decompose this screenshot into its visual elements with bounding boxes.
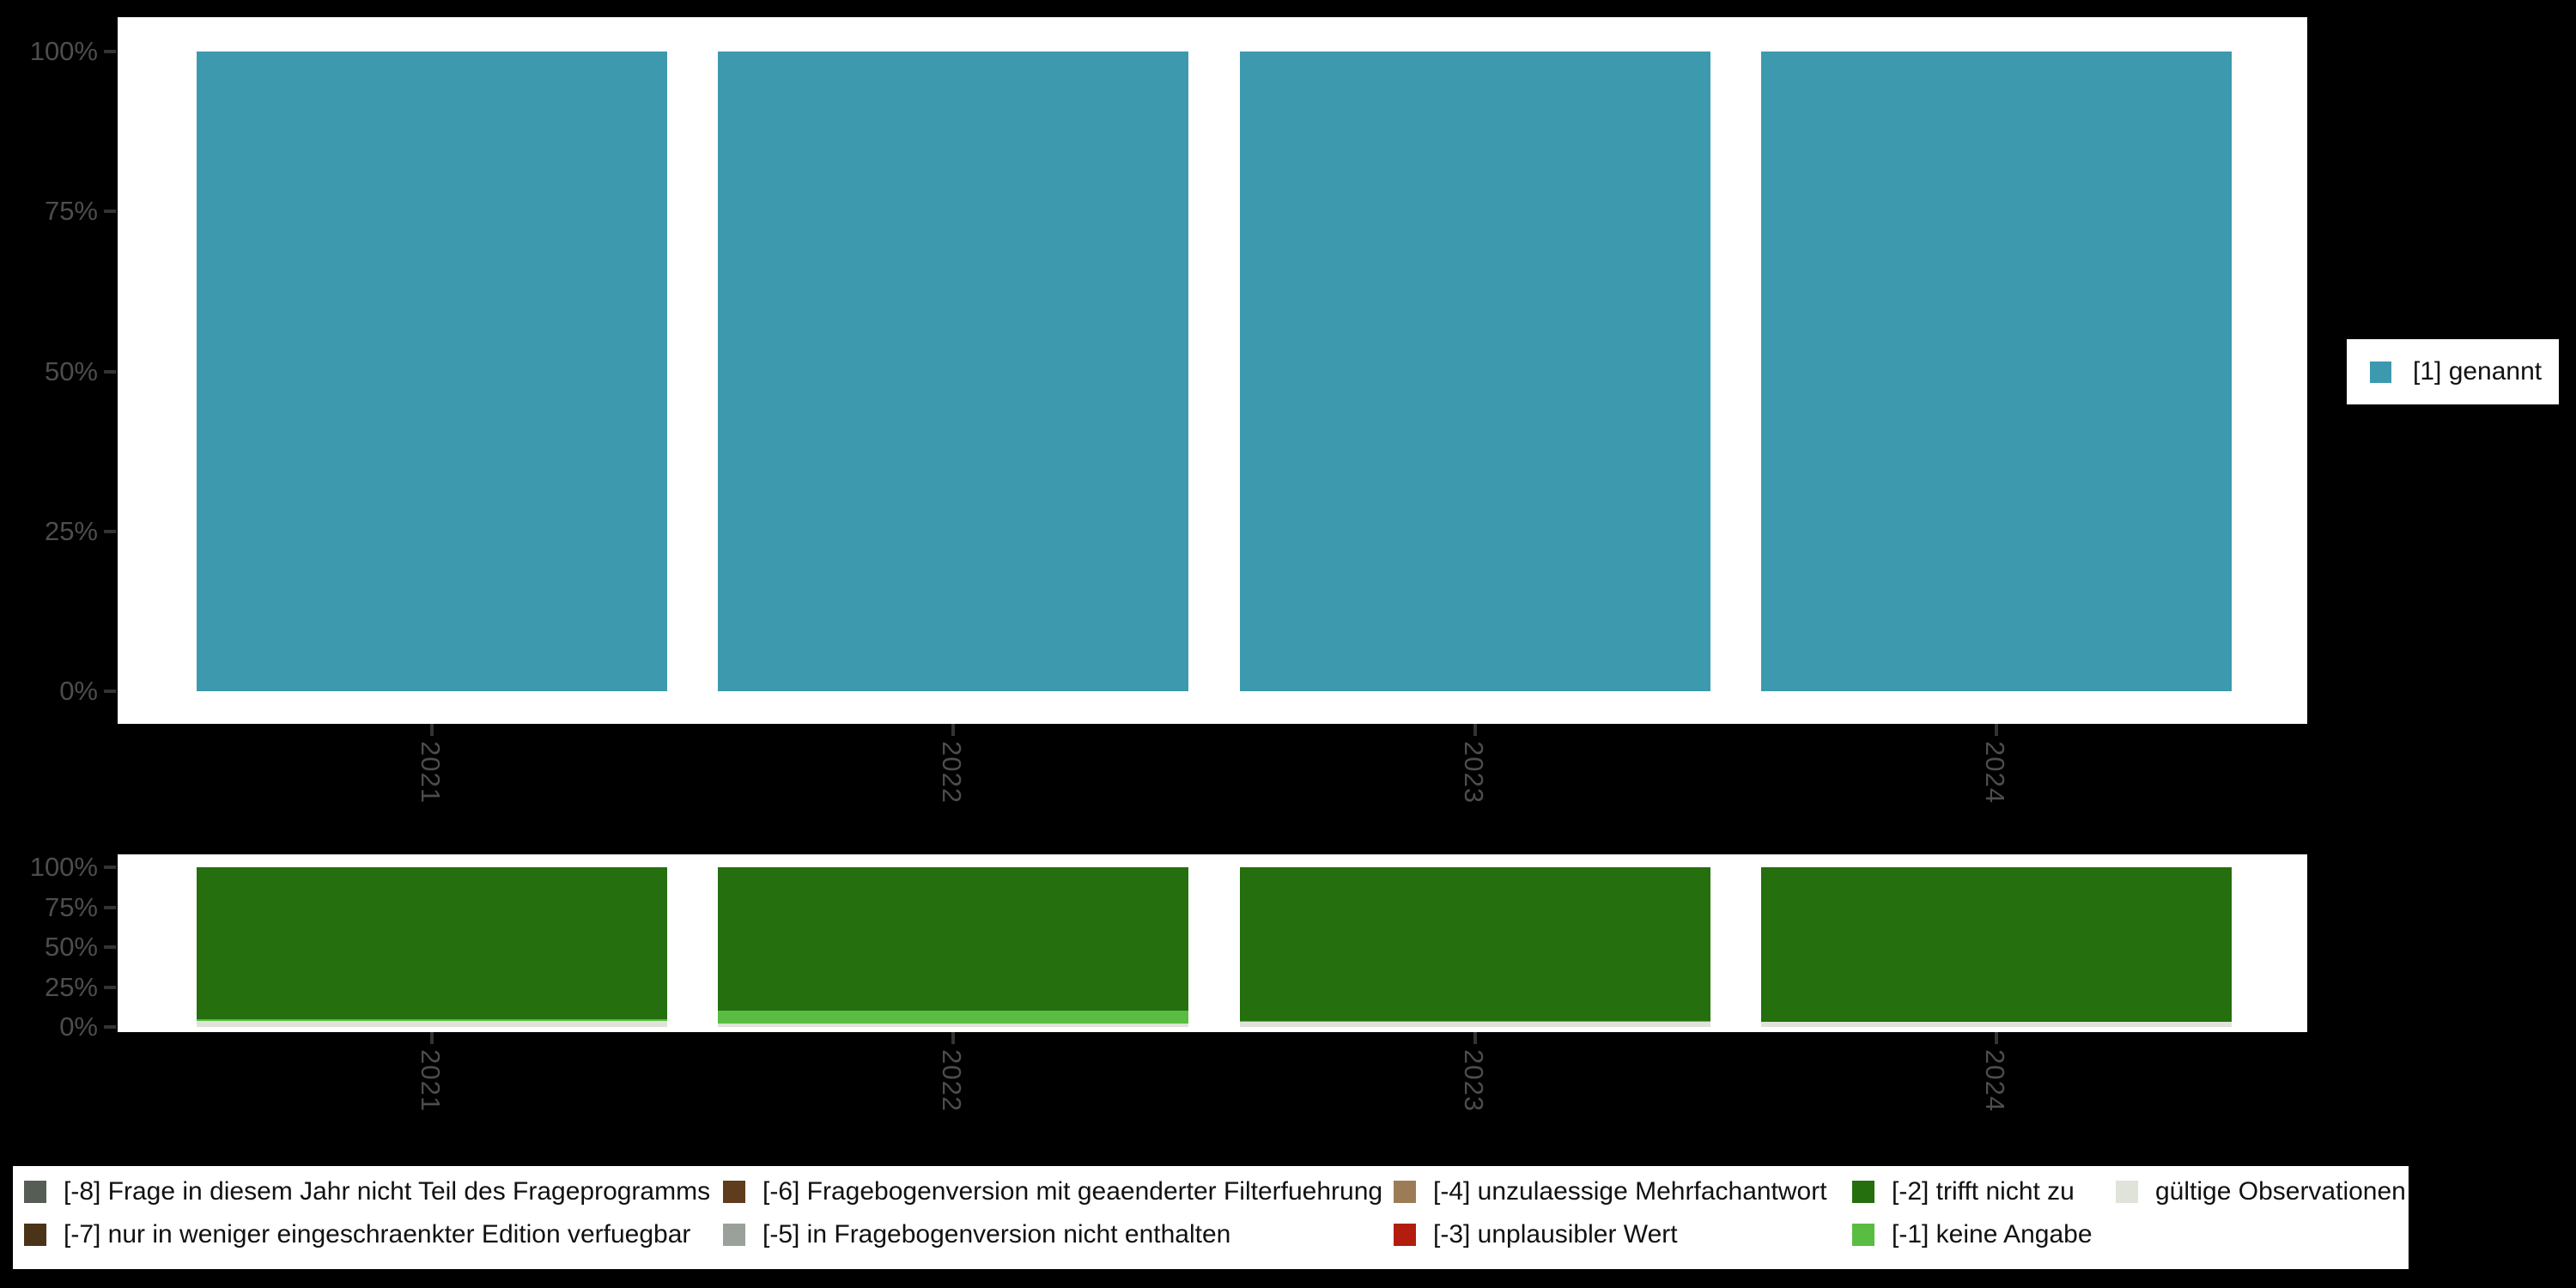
legend-label-minus1: [-1] keine Angabe — [1892, 1220, 2093, 1249]
legend-entry-minus7: [-7] nur in weniger eingeschraenkter Edi… — [24, 1220, 691, 1249]
legend-label-minus4: [-4] unzulaessige Mehrfachantwort — [1433, 1177, 1827, 1206]
x-tick-mark — [1995, 724, 1998, 736]
bar-2024 — [1761, 52, 2232, 691]
legend-label-valid: gültige Observationen — [2155, 1177, 2406, 1206]
segment-2023-s1 — [1240, 1020, 1710, 1023]
segment-2022-s1 — [718, 1011, 1188, 1024]
segment-2024-s2 — [1761, 867, 2232, 1023]
legend-swatch-minus5 — [723, 1224, 745, 1246]
legend-entry-minus2: [-2] trifft nicht zu — [1852, 1177, 2075, 1206]
x-tick-mark — [1473, 724, 1477, 736]
y-tick-mark — [104, 1025, 116, 1029]
y-tick-label-75: 75% — [44, 891, 98, 922]
bar-2024 — [1761, 867, 2232, 1027]
legend-swatch-minus8 — [24, 1181, 46, 1203]
x-tick-label-2021: 2021 — [416, 741, 446, 804]
x-tick-label-2024: 2024 — [1980, 741, 2010, 804]
segment-2021-s1 — [197, 1018, 667, 1021]
x-tick-label-2022: 2022 — [937, 1049, 967, 1112]
y-tick-mark — [104, 905, 116, 909]
segment-2022-s0 — [718, 1024, 1188, 1027]
legend-swatch-minus1 — [1852, 1224, 1874, 1246]
legend-label-minus3: [-3] unplausibler Wert — [1433, 1220, 1678, 1249]
segment-2023-s0 — [1240, 52, 1710, 691]
y-tick-label-0: 0% — [59, 1012, 98, 1042]
legend-swatch-minus3 — [1394, 1224, 1416, 1246]
bar-2022 — [718, 52, 1188, 691]
legend-swatch-minus2 — [1852, 1181, 1874, 1203]
y-tick-mark — [104, 985, 116, 989]
segment-2021-s2 — [197, 867, 667, 1019]
legend-label-minus5: [-5] in Fragebogenversion nicht enthalte… — [762, 1220, 1231, 1249]
legend-entry-minus1: [-1] keine Angabe — [1852, 1220, 2093, 1249]
x-tick-label-2021: 2021 — [416, 1049, 446, 1112]
x-tick-label-2022: 2022 — [937, 741, 967, 804]
legend-label-minus7: [-7] nur in weniger eingeschraenkter Edi… — [64, 1220, 691, 1249]
legend-entry-valid: gültige Observationen — [2116, 1177, 2406, 1206]
x-tick-label-2023: 2023 — [1459, 1049, 1489, 1112]
y-tick-mark — [104, 210, 116, 214]
legend-entry-minus4: [-4] unzulaessige Mehrfachantwort — [1394, 1177, 1827, 1206]
segment-2024-s0 — [1761, 1022, 2232, 1027]
y-tick-label-50: 50% — [44, 355, 98, 386]
y-tick-label-50: 50% — [44, 932, 98, 962]
values-chart-panel — [118, 17, 2307, 724]
y-tick-label-100: 100% — [29, 852, 98, 882]
x-tick-mark — [951, 724, 955, 736]
legend-entry-minus3: [-3] unplausibler Wert — [1394, 1220, 1678, 1249]
bar-2023 — [1240, 867, 1710, 1027]
legend-label-minus6: [-6] Fragebogenversion mit geaenderter F… — [762, 1177, 1383, 1206]
x-tick-mark — [951, 1032, 955, 1044]
y-tick-label-100: 100% — [29, 36, 98, 66]
y-tick-label-75: 75% — [44, 196, 98, 227]
segment-2021-s0 — [197, 1020, 667, 1027]
x-tick-label-2024: 2024 — [1980, 1049, 2010, 1112]
bar-2021 — [197, 867, 667, 1027]
segment-2022-s0 — [718, 52, 1188, 691]
legend-swatch-minus4 — [1394, 1181, 1416, 1203]
legend-swatch-valid — [2116, 1181, 2138, 1203]
legend-swatch-minus6 — [723, 1181, 745, 1203]
segment-2022-s2 — [718, 867, 1188, 1012]
legend-entry-minus8: [-8] Frage in diesem Jahr nicht Teil des… — [24, 1177, 711, 1206]
missings-legend: [-8] Frage in diesem Jahr nicht Teil des… — [13, 1166, 2409, 1269]
x-tick-mark — [1995, 1032, 1998, 1044]
segment-2024-s0 — [1761, 52, 2232, 691]
legend-label-minus2: [-2] trifft nicht zu — [1892, 1177, 2075, 1206]
x-tick-label-2023: 2023 — [1459, 741, 1489, 804]
x-tick-mark — [430, 724, 434, 736]
y-tick-mark — [104, 529, 116, 533]
segment-2023-s2 — [1240, 867, 1710, 1021]
y-tick-mark — [104, 690, 116, 693]
legend-swatch-genannt — [2370, 361, 2391, 383]
y-tick-mark — [104, 945, 116, 949]
y-tick-label-25: 25% — [44, 971, 98, 1002]
missings-chart-panel — [118, 854, 2307, 1032]
x-tick-mark — [430, 1032, 434, 1044]
y-tick-mark — [104, 50, 116, 53]
legend-swatch-minus7 — [24, 1224, 46, 1246]
legend-label-minus8: [-8] Frage in diesem Jahr nicht Teil des… — [64, 1177, 711, 1206]
legend-label-genannt: [1] genannt — [2413, 357, 2543, 386]
bar-2021 — [197, 52, 667, 691]
y-tick-mark — [104, 866, 116, 869]
bar-2022 — [718, 867, 1188, 1027]
y-tick-mark — [104, 369, 116, 374]
legend-entry-minus6: [-6] Fragebogenversion mit geaenderter F… — [723, 1177, 1383, 1206]
y-tick-label-25: 25% — [44, 515, 98, 546]
y-tick-label-0: 0% — [59, 676, 98, 706]
segment-2021-s0 — [197, 52, 667, 691]
segment-2023-s0 — [1240, 1022, 1710, 1027]
legend-entry-minus5: [-5] in Fragebogenversion nicht enthalte… — [723, 1220, 1231, 1249]
x-tick-mark — [1473, 1032, 1477, 1044]
values-chart-legend: [1] genannt — [2347, 339, 2559, 404]
bar-2023 — [1240, 52, 1710, 691]
